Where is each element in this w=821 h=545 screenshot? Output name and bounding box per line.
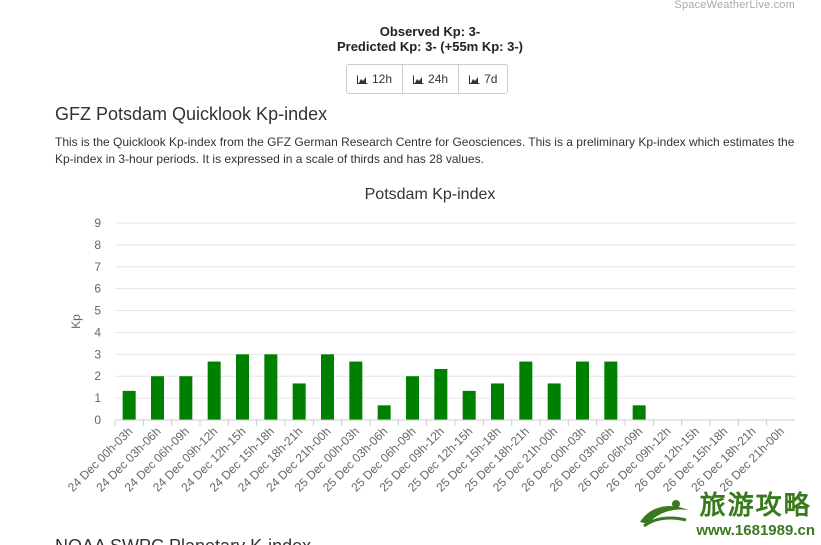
watermark: 旅游攻略 www.1681989.cn (636, 485, 815, 539)
y-tick-label: 7 (94, 260, 101, 274)
bar (434, 368, 448, 420)
bar (292, 383, 306, 420)
next-section-title: NOAA SWPC Planetary K-index (55, 536, 311, 545)
y-tick-label: 4 (94, 325, 101, 339)
predicted-kp-label: Predicted Kp: (336, 39, 422, 54)
section-description: This is the Quicklook Kp-index from the … (55, 135, 795, 166)
brand-logo-text: SpaceWeatherLive.com (674, 0, 795, 11)
area-chart-icon (469, 75, 480, 84)
y-tick-label: 8 (94, 238, 101, 252)
section-title: GFZ Potsdam Quicklook Kp-index (55, 104, 328, 124)
bar (547, 383, 561, 420)
bar (377, 405, 391, 420)
bar (406, 376, 419, 420)
y-tick-label: 2 (94, 369, 101, 383)
observed-kp-line: Observed Kp: 3- (0, 24, 821, 39)
bar (349, 361, 363, 420)
y-tick-label: 5 (94, 304, 101, 318)
range-24h-label: 24h (428, 72, 449, 86)
bar (179, 376, 193, 420)
range-7d-label: 7d (484, 72, 498, 86)
watermark-main-text: 旅游攻略 (699, 491, 812, 521)
observed-kp-label: Observed Kp: (379, 24, 466, 39)
bar (462, 390, 476, 420)
watermark-logo-icon (640, 500, 689, 528)
chart-title: Potsdam Kp-index (365, 186, 496, 203)
range-12h-button[interactable]: 12h (347, 65, 404, 93)
watermark-url: www.1681989.cn (696, 522, 815, 539)
bar (576, 361, 589, 420)
predicted-kp-value: 3- (425, 39, 437, 54)
area-chart-icon (357, 75, 368, 84)
bar (491, 383, 504, 420)
bar (321, 354, 334, 420)
range-24h-button[interactable]: 24h (403, 65, 460, 93)
observed-kp-value: 3- (468, 24, 481, 39)
bar (207, 361, 221, 420)
bar (151, 376, 164, 420)
y-axis-label: Kp (69, 314, 83, 329)
predicted-kp-line: Predicted Kp: 3- (+55m Kp: 3-) (0, 39, 821, 54)
y-tick-label: 6 (94, 282, 101, 296)
kp-status-panel: Observed Kp: 3- Predicted Kp: 3- (+55m K… (0, 24, 821, 54)
area-chart-icon (413, 75, 424, 84)
time-range-selector: 12h 24h 7d (346, 64, 509, 94)
bar (236, 354, 249, 420)
bar (122, 390, 136, 420)
bar (604, 361, 618, 420)
y-tick-label: 9 (94, 216, 101, 230)
y-tick-label: 1 (94, 391, 101, 405)
predicted-kp-extra: (+55m Kp: 3-) (440, 39, 524, 54)
y-tick-label: 0 (94, 413, 101, 427)
range-12h-label: 12h (372, 72, 393, 86)
range-7d-button[interactable]: 7d (459, 65, 507, 93)
bar (632, 405, 646, 420)
bar (264, 354, 278, 420)
bar (519, 361, 533, 420)
y-tick-label: 3 (94, 347, 101, 361)
